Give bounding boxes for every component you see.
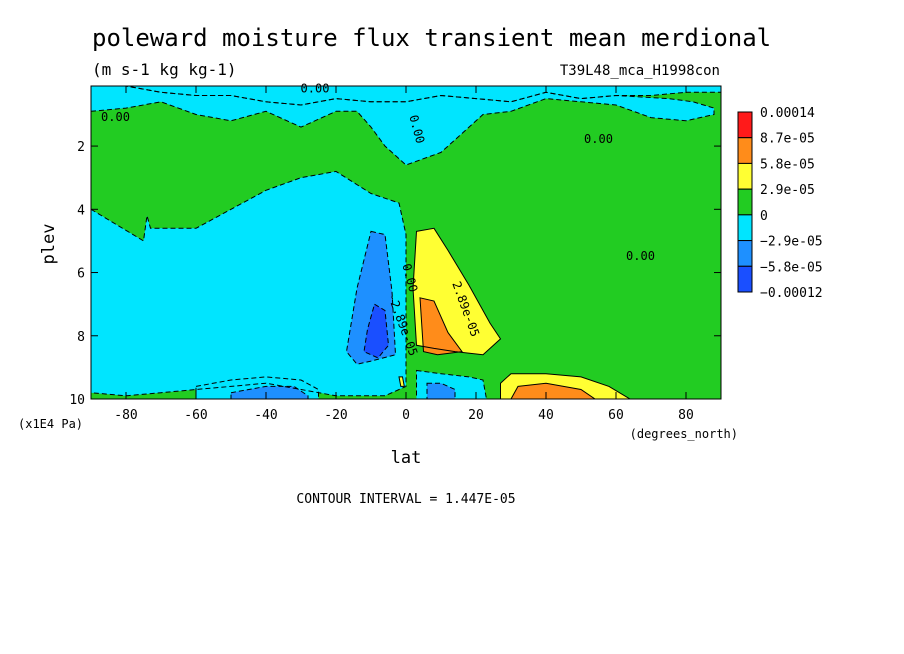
contour-region-2 bbox=[91, 86, 714, 165]
contour-region-9 bbox=[427, 383, 455, 399]
contour-region-11 bbox=[420, 297, 462, 355]
colorbar-label-2: 5.8e-05 bbox=[760, 157, 815, 172]
x-tick-label-1: -60 bbox=[184, 408, 207, 423]
contour-line-4 bbox=[345, 230, 397, 365]
colorbar-swatch-5 bbox=[737, 240, 753, 267]
x-axis: -80 -60 -40 -20 0 20 40 60 80 bbox=[114, 86, 694, 423]
colorbar-label-1: 8.7e-05 bbox=[760, 132, 815, 147]
colorbar-label-0: 0.00014 bbox=[760, 106, 815, 121]
x-tick-label-3: -20 bbox=[324, 408, 347, 423]
contour-line-5 bbox=[363, 303, 390, 359]
contour-line-8 bbox=[416, 369, 488, 399]
contour-label-1: 0.00 bbox=[301, 81, 330, 95]
colorbar: 0.00014 8.7e-05 5.8e-05 2.9e-05 0 −2.9e-05 −5.… bbox=[737, 106, 823, 301]
contour-lines bbox=[91, 86, 721, 399]
contour-region-3 bbox=[91, 171, 406, 396]
contour-region-14 bbox=[399, 376, 405, 387]
colorbar-label-6: −5.8e-05 bbox=[760, 260, 823, 275]
x-axis-label: lat bbox=[391, 448, 422, 468]
contour-line-6 bbox=[195, 376, 319, 399]
contour-line-14 bbox=[398, 376, 405, 387]
contour-region-5 bbox=[364, 304, 389, 358]
x-tick-label-6: 40 bbox=[538, 408, 554, 423]
x-tick-label-5: 20 bbox=[468, 408, 484, 423]
contour-region-13 bbox=[511, 383, 595, 399]
contour-label-3: 0.00 bbox=[584, 132, 613, 146]
x-tick-label-0: -80 bbox=[114, 408, 137, 423]
y-axis-units: (x1E4 Pa) bbox=[18, 417, 83, 431]
colorbar-label-3: 2.9e-05 bbox=[760, 183, 815, 198]
contour-region-1 bbox=[91, 86, 721, 105]
x-tick-label-7: 60 bbox=[608, 408, 624, 423]
colorbar-swatch-2 bbox=[737, 162, 753, 190]
colorbar-swatch-4 bbox=[737, 214, 753, 242]
x-tick-label-4: 0 bbox=[402, 408, 410, 423]
chart-title: poleward moisture flux transient mean me… bbox=[92, 24, 771, 52]
contour-interval: CONTOUR INTERVAL = 1.447E-05 bbox=[296, 492, 515, 507]
colorbar-label-5: −2.9e-05 bbox=[760, 235, 823, 250]
y-tick-label-1: 4 bbox=[77, 203, 85, 218]
contour-line-10 bbox=[412, 227, 502, 356]
colorbar-label-7: −0.00012 bbox=[760, 286, 823, 301]
y-tick-label-4: 10 bbox=[69, 393, 85, 408]
y-tick-label-3: 8 bbox=[77, 330, 85, 345]
colorbar-label-4: 0 bbox=[760, 209, 768, 224]
run-label: T39L48_mca_H1998con bbox=[560, 63, 720, 79]
y-tick-label-0: 2 bbox=[77, 140, 85, 155]
colorbar-swatch-1 bbox=[737, 137, 753, 164]
contour-label-4: 0.00 bbox=[626, 249, 655, 263]
chart-units: (m s-1 kg kg-1) bbox=[92, 60, 237, 79]
x-axis-units: (degrees_north) bbox=[630, 427, 738, 441]
contour-line-7 bbox=[230, 385, 309, 399]
x-tick-label-8: 80 bbox=[678, 408, 694, 423]
y-axis: 2 4 6 8 10 bbox=[69, 140, 721, 408]
contour-line-11 bbox=[419, 297, 463, 356]
contour-line-3 bbox=[91, 170, 407, 397]
contour-line-12 bbox=[500, 373, 631, 399]
contour-line-9 bbox=[426, 382, 456, 399]
y-tick-label-2: 6 bbox=[77, 267, 85, 282]
x-tick-label-2: -40 bbox=[254, 408, 277, 423]
y-axis-label: plev bbox=[39, 224, 59, 265]
contour-line-2 bbox=[91, 86, 715, 166]
contour-label-0: 0.00 bbox=[101, 110, 130, 124]
colorbar-swatch-6 bbox=[737, 265, 753, 293]
colorbar-swatch-3 bbox=[737, 188, 753, 216]
colorbar-swatch-0 bbox=[737, 111, 753, 139]
contour-line-13 bbox=[510, 382, 596, 399]
